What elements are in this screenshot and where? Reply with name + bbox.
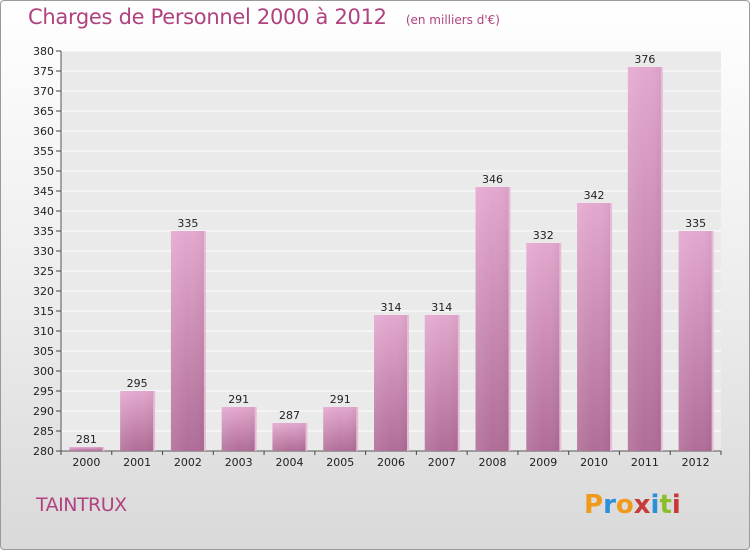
bar-shine bbox=[424, 315, 459, 451]
logo-letter: t bbox=[659, 490, 672, 520]
bar-shine bbox=[170, 231, 205, 451]
x-tick-label: 2000 bbox=[72, 456, 100, 469]
y-tick-label: 315 bbox=[33, 305, 54, 318]
bar-value-label: 291 bbox=[228, 393, 249, 406]
logo-letter: x bbox=[633, 490, 651, 520]
y-tick-label: 330 bbox=[33, 245, 54, 258]
bar-value-label: 332 bbox=[533, 229, 554, 242]
x-tick-label: 2012 bbox=[682, 456, 710, 469]
x-tick-label: 2011 bbox=[631, 456, 659, 469]
bar-value-label: 291 bbox=[330, 393, 351, 406]
logo-letter: P bbox=[584, 490, 604, 520]
y-tick-label: 305 bbox=[33, 345, 54, 358]
bar-shine bbox=[69, 447, 104, 451]
bar-shine bbox=[120, 391, 155, 451]
y-tick-label: 355 bbox=[33, 145, 54, 158]
y-tick-label: 375 bbox=[33, 65, 54, 78]
bar-shine bbox=[373, 315, 409, 451]
x-tick-label: 2003 bbox=[225, 456, 253, 469]
y-axis-ticks: 280 285 290 295 300 305 310 315 320 325 330 335 340 3… bbox=[33, 45, 61, 458]
x-tick-label: 2005 bbox=[326, 456, 354, 469]
x-tick-label: 2002 bbox=[174, 456, 202, 469]
x-tick-label: 2006 bbox=[377, 456, 405, 469]
y-tick-label: 370 bbox=[33, 85, 54, 98]
y-tick-label: 310 bbox=[33, 325, 54, 338]
y-tick-label: 285 bbox=[33, 425, 54, 438]
bar-value-label: 281 bbox=[76, 433, 97, 446]
commune-name: TAINTRUX bbox=[36, 494, 127, 516]
x-axis-ticks: 2000 2001 2002 2003 2004 2005 2006 2007 2008 2009… bbox=[60, 451, 722, 469]
bar-value-label: 314 bbox=[431, 301, 452, 314]
bar-shine bbox=[323, 407, 358, 451]
y-tick-label: 380 bbox=[33, 45, 54, 58]
bar-value-label: 287 bbox=[279, 409, 300, 422]
x-tick-label: 2010 bbox=[580, 456, 608, 469]
y-tick-label: 300 bbox=[33, 365, 54, 378]
y-tick-label: 345 bbox=[33, 185, 54, 198]
y-tick-label: 340 bbox=[33, 205, 54, 218]
y-tick-label: 290 bbox=[33, 405, 54, 418]
x-tick-label: 2008 bbox=[479, 456, 507, 469]
bar-shine bbox=[526, 243, 561, 451]
bar-shine bbox=[678, 231, 713, 451]
y-tick-label: 335 bbox=[33, 225, 54, 238]
bar-value-label: 346 bbox=[482, 173, 503, 186]
logo-letter: o bbox=[615, 490, 634, 520]
x-tick-label: 2001 bbox=[123, 456, 151, 469]
bar-value-label: 295 bbox=[127, 377, 148, 390]
chart-title-row: Charges de Personnel 2000 à 2012 (en mil… bbox=[28, 5, 500, 29]
y-tick-label: 280 bbox=[33, 445, 54, 458]
y-tick-label: 295 bbox=[33, 385, 54, 398]
y-tick-label: 350 bbox=[33, 165, 54, 178]
chart-title: Charges de Personnel 2000 à 2012 bbox=[28, 5, 387, 29]
bar-shine bbox=[475, 187, 510, 451]
bar-shine bbox=[221, 407, 256, 451]
y-tick-label: 325 bbox=[33, 265, 54, 278]
logo-letter: i bbox=[650, 490, 660, 520]
bar-shine bbox=[627, 67, 662, 451]
bar-shine bbox=[577, 203, 612, 451]
bar-shine bbox=[272, 423, 307, 451]
logo-letter: i bbox=[671, 490, 681, 520]
y-tick-label: 365 bbox=[33, 105, 54, 118]
x-tick-label: 2004 bbox=[275, 456, 303, 469]
bar-value-label: 335 bbox=[685, 217, 706, 230]
logo-letter: r bbox=[603, 490, 616, 520]
bar-value-label: 314 bbox=[381, 301, 402, 314]
proxiti-logo: Proxiti bbox=[584, 490, 681, 520]
chart-subtitle: (en milliers d'€) bbox=[405, 13, 500, 27]
x-tick-label: 2009 bbox=[529, 456, 557, 469]
x-tick-label: 2007 bbox=[428, 456, 456, 469]
bar-value-label: 376 bbox=[634, 53, 655, 66]
bars: 281 295 335 291 287 291 314 314 346 332 342 376 335 bbox=[69, 53, 714, 451]
bar-value-label: 342 bbox=[584, 189, 605, 202]
y-tick-label: 360 bbox=[33, 125, 54, 138]
bar-value-label: 335 bbox=[177, 217, 198, 230]
y-tick-label: 320 bbox=[33, 285, 54, 298]
